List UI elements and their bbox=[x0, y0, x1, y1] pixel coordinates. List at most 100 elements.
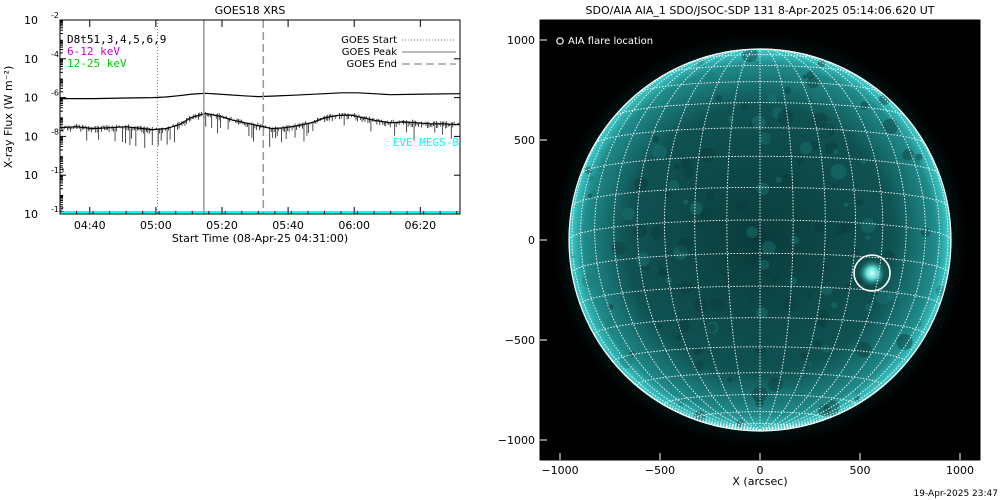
y-tick-exponent: -8 bbox=[51, 127, 59, 136]
longitude-line bbox=[694, 49, 761, 431]
aia-y-tick-label: 0 bbox=[528, 234, 535, 247]
latitude-line bbox=[664, 394, 856, 405]
surface-patch bbox=[673, 162, 682, 171]
surface-patch bbox=[651, 144, 667, 160]
surface-patch bbox=[751, 115, 766, 130]
surface-patch bbox=[761, 240, 776, 255]
y-tick-exponent: -10 bbox=[51, 166, 64, 175]
surface-patch bbox=[697, 60, 706, 69]
surface-patch bbox=[865, 235, 871, 241]
eve-megs-label: EVE MEGS-B bbox=[393, 136, 460, 149]
surface-patch bbox=[675, 334, 682, 342]
surface-patch bbox=[751, 228, 766, 243]
surface-patch bbox=[587, 193, 593, 199]
surface-patch bbox=[704, 382, 710, 388]
surface-patch bbox=[778, 392, 783, 397]
goes-xrs-plot: GOES18 XRS 10 -2 10 -4 10 -6 10 -8 10 -10 10 -12 04… bbox=[2, 4, 461, 245]
latitude-line bbox=[569, 219, 951, 241]
surface-patch bbox=[758, 132, 772, 145]
y-tick-exponent: -2 bbox=[51, 11, 59, 20]
surface-patch bbox=[664, 191, 670, 197]
legend-detector: D8t51,3,4,5,6,9 bbox=[67, 33, 166, 46]
surface-patch bbox=[755, 398, 764, 408]
surface-patch bbox=[676, 319, 691, 333]
x-axis-label: Start Time (08-Apr-25 04:31:00) bbox=[172, 232, 348, 245]
latitude-line bbox=[571, 252, 949, 274]
flare-location-marker bbox=[853, 254, 891, 292]
surface-patch bbox=[706, 321, 719, 334]
surface-patch bbox=[652, 135, 660, 143]
surface-patch bbox=[665, 277, 673, 284]
surface-patch bbox=[813, 339, 823, 349]
surface-patch bbox=[850, 249, 860, 258]
surface-patch bbox=[802, 74, 808, 80]
surface-patch bbox=[591, 190, 601, 200]
longitude-line bbox=[759, 49, 856, 431]
surface-patch bbox=[633, 224, 648, 238]
surface-patch bbox=[748, 225, 763, 240]
y-axis-label: X-ray Flux (W m⁻²) bbox=[2, 66, 15, 168]
surface-patch bbox=[817, 120, 833, 137]
surface-patch bbox=[585, 166, 593, 175]
aia-x-axis-label: X (arcsec) bbox=[732, 475, 787, 488]
surface-patch bbox=[806, 71, 815, 79]
surface-patch bbox=[832, 148, 839, 155]
surface-patch bbox=[595, 272, 610, 286]
surface-patch bbox=[817, 317, 828, 328]
aia-y-tick-label: −500 bbox=[505, 334, 535, 347]
surface-patch bbox=[741, 102, 750, 111]
surface-patch bbox=[844, 282, 853, 291]
surface-patch bbox=[653, 113, 658, 119]
legend-6-12kev: 6-12 keV bbox=[67, 45, 120, 58]
latitude-line bbox=[571, 186, 949, 207]
surface-patch bbox=[860, 157, 867, 165]
surface-patch bbox=[806, 76, 820, 89]
surface-patch bbox=[755, 344, 766, 356]
surface-patch bbox=[688, 380, 700, 393]
latitude-line bbox=[614, 102, 906, 117]
aia-x-tick-label: −500 bbox=[645, 464, 675, 477]
longitude-line bbox=[759, 49, 884, 431]
surface-patch bbox=[896, 334, 913, 350]
surface-patch bbox=[778, 174, 793, 188]
series-short-channel bbox=[60, 112, 460, 131]
surface-patch bbox=[689, 201, 703, 215]
surface-patch bbox=[746, 226, 758, 238]
heliographic-grid bbox=[569, 49, 951, 431]
surface-patch bbox=[693, 360, 705, 372]
surface-patch bbox=[784, 86, 792, 94]
surface-patch bbox=[771, 275, 779, 283]
aia-legend-label: AIA flare location bbox=[568, 36, 653, 47]
surface-patch bbox=[777, 109, 793, 126]
surface-patch bbox=[814, 221, 826, 233]
surface-patch bbox=[726, 376, 733, 383]
legend-goes-start: GOES Start bbox=[341, 35, 397, 46]
surface-patch bbox=[622, 207, 635, 221]
aia-y-tick-label: −1000 bbox=[498, 434, 535, 447]
surface-patch bbox=[748, 121, 756, 129]
aia-x-tick-label: 500 bbox=[850, 464, 871, 477]
surface-patch bbox=[799, 141, 813, 155]
footer-timestamp: 19-Apr-2025 23:47 bbox=[914, 489, 998, 499]
x-tick-label: 05:20 bbox=[206, 219, 238, 232]
surface-patch bbox=[680, 157, 693, 170]
longitude-line bbox=[594, 51, 761, 431]
surface-patch bbox=[821, 344, 830, 353]
surface-patch bbox=[600, 161, 617, 178]
surface-patch bbox=[570, 253, 576, 259]
aia-axis-ticks: −1000 −500 0 500 1000 1000 500 0 −500 −1000 bbox=[498, 34, 974, 477]
legend-12-25kev: 12-25 keV bbox=[67, 57, 127, 70]
longitude-line bbox=[759, 78, 949, 431]
surface-patch bbox=[790, 236, 800, 245]
surface-patch bbox=[817, 60, 825, 68]
surface-patch bbox=[767, 93, 777, 104]
surface-patch bbox=[693, 345, 703, 356]
aia-x-tick-label: −1000 bbox=[541, 464, 578, 477]
surface-patch bbox=[698, 207, 713, 221]
surface-patch bbox=[753, 60, 760, 67]
surface-patch bbox=[693, 297, 708, 312]
surface-patch bbox=[775, 176, 782, 183]
goes-event-lines bbox=[157, 20, 265, 214]
surface-patch bbox=[764, 271, 771, 278]
y-tick-label: 10 bbox=[24, 130, 38, 143]
